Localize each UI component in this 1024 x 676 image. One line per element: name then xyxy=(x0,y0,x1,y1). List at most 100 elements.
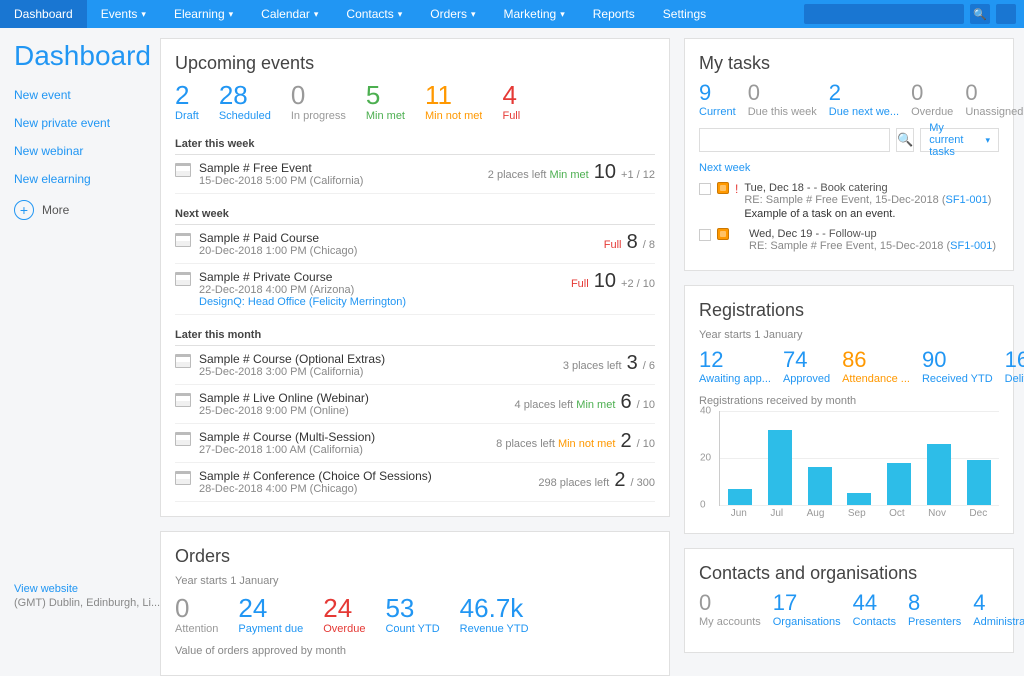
stat[interactable]: 24Payment due xyxy=(238,595,303,635)
sidebar: Dashboard New event New private event New … xyxy=(0,28,160,676)
calendar-icon xyxy=(175,272,191,286)
flag-icon xyxy=(717,182,729,194)
calendar-icon xyxy=(175,163,191,177)
task-ref-link[interactable]: SF1-001 xyxy=(946,194,988,206)
nav-events[interactable]: Events▾ xyxy=(87,0,160,28)
user-menu-button[interactable] xyxy=(996,4,1016,24)
contacts-card: Contacts and organisations 0My accounts 1… xyxy=(684,548,1014,653)
stat[interactable]: 74Approved xyxy=(783,349,830,385)
stat[interactable]: 53Count YTD xyxy=(385,595,439,635)
task-search-input[interactable] xyxy=(699,128,890,152)
nav-elearning[interactable]: Elearning▾ xyxy=(160,0,247,28)
orders-title: Orders xyxy=(175,546,655,567)
sidebar-link[interactable]: New webinar xyxy=(14,144,146,158)
event-row[interactable]: Sample # Private Course22-Dec-2018 4:00 … xyxy=(175,264,655,315)
plus-icon: + xyxy=(14,200,34,220)
stat[interactable]: 46.7kRevenue YTD xyxy=(460,595,529,635)
nav-contacts[interactable]: Contacts▾ xyxy=(332,0,416,28)
stat[interactable]: 2Due next we... xyxy=(829,82,899,118)
chart-bar xyxy=(927,444,951,505)
top-nav: DashboardEvents▾Elearning▾Calendar▾Conta… xyxy=(0,0,1024,28)
stat[interactable]: 0Due this week xyxy=(748,82,817,118)
stat[interactable]: 4Full xyxy=(502,82,520,122)
stat[interactable]: 8Presenters xyxy=(908,592,961,628)
calendar-icon xyxy=(175,393,191,407)
stat[interactable]: 86Attendance ... xyxy=(842,349,910,385)
section-header: Next week xyxy=(175,202,655,225)
sidebar-link[interactable]: New private event xyxy=(14,116,146,130)
nav-marketing[interactable]: Marketing▾ xyxy=(490,0,579,28)
event-row[interactable]: Sample # Course (Optional Extras)25-Dec-… xyxy=(175,346,655,385)
task-checkbox[interactable] xyxy=(699,229,711,241)
reg-chart: 02040 xyxy=(719,411,999,506)
chart-bar xyxy=(808,467,832,505)
reg-title: Registrations xyxy=(699,300,999,321)
view-website-link[interactable]: View website xyxy=(14,583,160,595)
sidebar-footer: View website (GMT) Dublin, Edinburgh, Li… xyxy=(14,583,160,609)
stat[interactable]: 0Overdue xyxy=(911,82,953,118)
task-row[interactable]: Wed, Dec 19 - - Follow-upRE: Sample # Fr… xyxy=(699,224,999,256)
contacts-title: Contacts and organisations xyxy=(699,563,999,584)
stat[interactable]: 5Min met xyxy=(366,82,405,122)
event-row[interactable]: Sample # Free Event15-Dec-2018 5:00 PM (… xyxy=(175,155,655,194)
reg-subtitle: Year starts 1 January xyxy=(699,329,999,341)
event-row[interactable]: Sample # Conference (Choice Of Sessions)… xyxy=(175,463,655,502)
orders-subtitle: Year starts 1 January xyxy=(175,575,655,587)
stat[interactable]: 0Unassigned xyxy=(965,82,1023,118)
event-row[interactable]: Sample # Course (Multi-Session)27-Dec-20… xyxy=(175,424,655,463)
chart-bar xyxy=(847,493,871,505)
task-filter-dropdown[interactable]: My current tasks▾ xyxy=(920,128,999,152)
stat[interactable]: 24Overdue xyxy=(323,595,365,635)
orders-chart-label: Value of orders approved by month xyxy=(175,645,655,657)
stat[interactable]: 90Received YTD xyxy=(922,349,993,385)
stat[interactable]: 17Organisations xyxy=(773,592,841,628)
task-ref-link[interactable]: SF1-001 xyxy=(950,240,992,252)
stat[interactable]: 0My accounts xyxy=(699,592,761,628)
stat[interactable]: 12Awaiting app... xyxy=(699,349,771,385)
nav-dashboard[interactable]: Dashboard xyxy=(0,0,87,28)
global-search-input[interactable] xyxy=(804,4,964,24)
stat[interactable]: 16Delivered YTD xyxy=(1005,349,1024,385)
calendar-icon xyxy=(175,354,191,368)
stat[interactable]: 44Contacts xyxy=(853,592,896,628)
stat[interactable]: 2Draft xyxy=(175,82,199,122)
chart-bar xyxy=(967,460,991,505)
more-button[interactable]: + More xyxy=(14,200,146,220)
section-header: Later this week xyxy=(175,132,655,155)
stat[interactable]: 0Attention xyxy=(175,595,218,635)
stat[interactable]: 4Administrato... xyxy=(973,592,1024,628)
task-group-label: Next week xyxy=(699,162,999,174)
sidebar-link[interactable]: New event xyxy=(14,88,146,102)
important-icon: ! xyxy=(735,182,738,196)
orders-card: Orders Year starts 1 January 0Attention 2… xyxy=(160,531,670,676)
stat[interactable]: 28Scheduled xyxy=(219,82,271,122)
chart-bar xyxy=(728,489,752,505)
stat[interactable]: 9Current xyxy=(699,82,736,118)
chart-bar xyxy=(768,430,792,505)
upcoming-events-card: Upcoming events 2Draft 28Scheduled 0In pro… xyxy=(160,38,670,517)
timezone-label: (GMT) Dublin, Edinburgh, Li... xyxy=(14,597,160,609)
section-header: Later this month xyxy=(175,323,655,346)
calendar-icon xyxy=(175,471,191,485)
stat[interactable]: 11Min not met xyxy=(425,82,482,122)
upcoming-title: Upcoming events xyxy=(175,53,655,74)
tasks-card: My tasks 9Current 0Due this week 2Due next… xyxy=(684,38,1014,271)
event-row[interactable]: Sample # Paid Course20-Dec-2018 1:00 PM … xyxy=(175,225,655,264)
reg-chart-label: Registrations received by month xyxy=(699,395,999,407)
registrations-card: Registrations Year starts 1 January 12Aw… xyxy=(684,285,1014,534)
stat[interactable]: 0In progress xyxy=(291,82,346,122)
nav-reports[interactable]: Reports xyxy=(579,0,649,28)
tasks-title: My tasks xyxy=(699,53,999,74)
task-search-button[interactable]: 🔍 xyxy=(896,128,914,152)
flag-icon xyxy=(717,228,729,240)
task-row[interactable]: !Tue, Dec 18 - - Book cateringRE: Sample… xyxy=(699,178,999,224)
calendar-icon xyxy=(175,432,191,446)
search-icon[interactable]: 🔍 xyxy=(970,4,990,24)
event-row[interactable]: Sample # Live Online (Webinar)25-Dec-201… xyxy=(175,385,655,424)
task-checkbox[interactable] xyxy=(699,183,711,195)
nav-settings[interactable]: Settings xyxy=(649,0,720,28)
nav-calendar[interactable]: Calendar▾ xyxy=(247,0,332,28)
nav-orders[interactable]: Orders▾ xyxy=(416,0,489,28)
sidebar-link[interactable]: New elearning xyxy=(14,172,146,186)
page-title: Dashboard xyxy=(14,40,146,72)
